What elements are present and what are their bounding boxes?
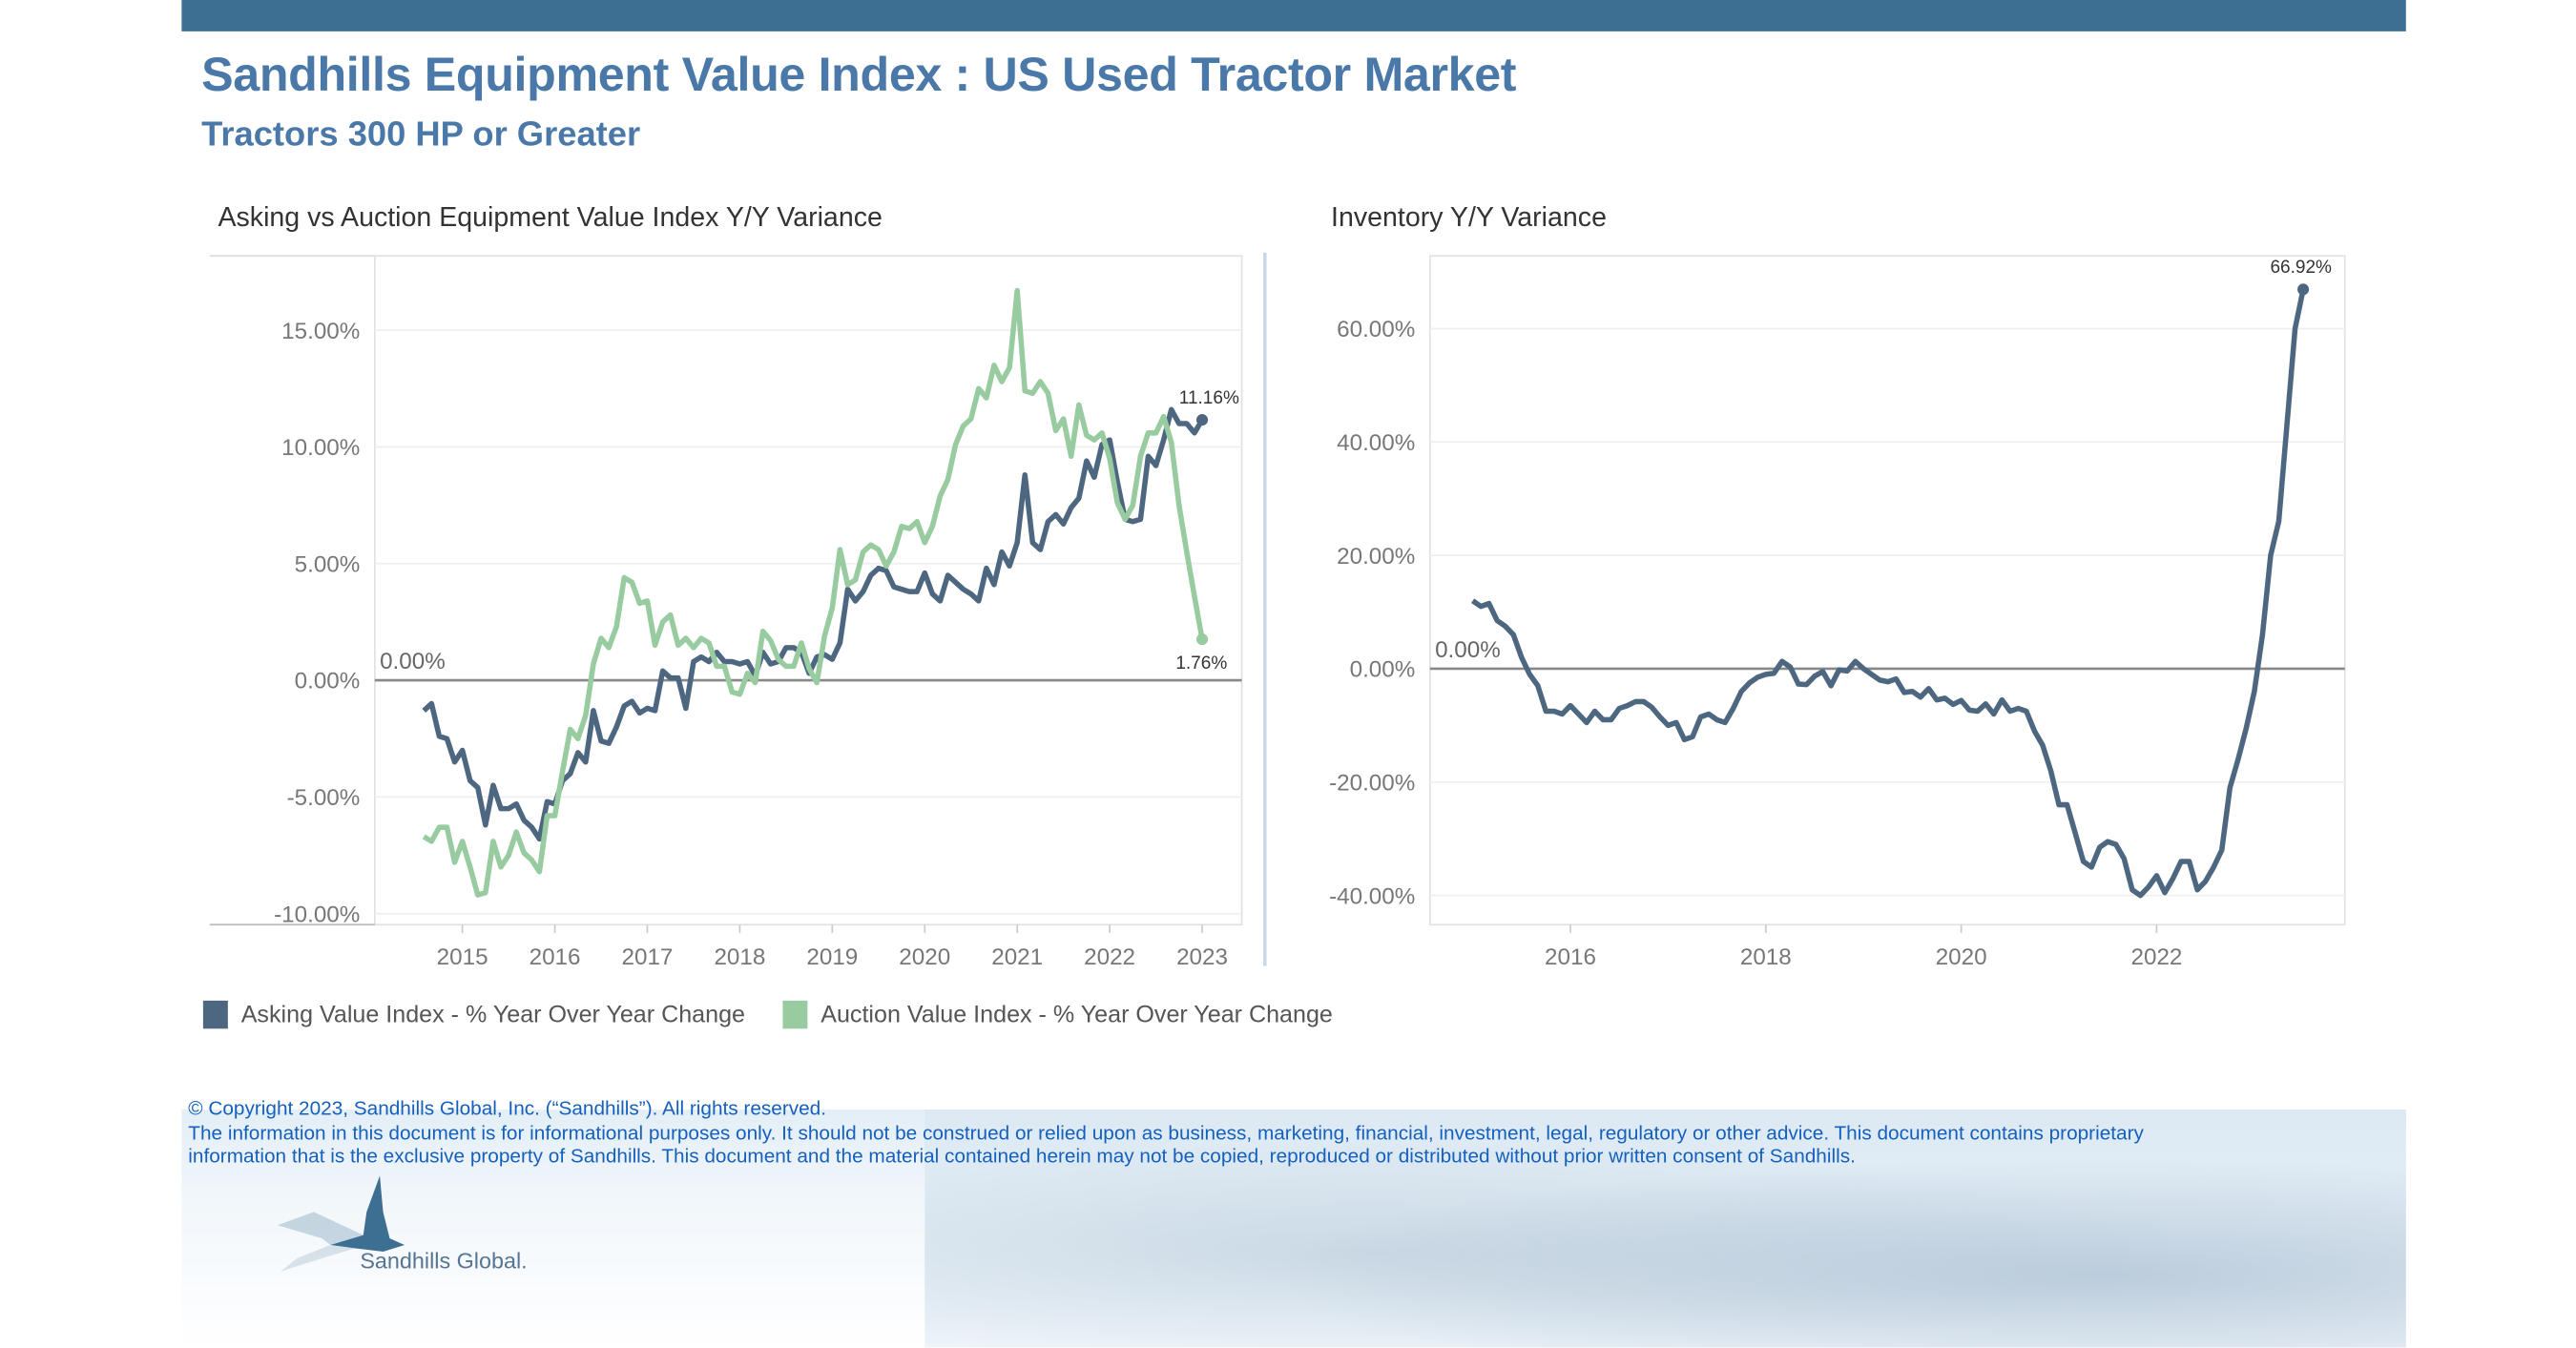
value-index-chart: 15.00% 10.00% 5.00% 0.00% -5.00% -10.00% 2015 2… — [209, 255, 1243, 970]
left-chart-title: Asking vs Auction Equipment Value Index … — [218, 202, 883, 234]
disclaimer-line-2: information that is the exclusive proper… — [188, 1144, 1856, 1168]
x-tick-label: 2015 — [437, 944, 488, 970]
x-tick-label: 2017 — [622, 944, 674, 970]
right-chart-title: Inventory Y/Y Variance — [1331, 202, 1607, 234]
end-value-label: 11.16% — [1179, 388, 1239, 408]
legend-item-auction[interactable]: Auction Value Index - % Year Over Year C… — [782, 1000, 1333, 1029]
page-subtitle: Tractors 300 HP or Greater — [201, 115, 641, 154]
y-tick-label: 0.00% — [1350, 657, 1416, 683]
reference-line-label: 0.00% — [380, 649, 446, 674]
copyright-text: © Copyright 2023, Sandhills Global, Inc.… — [188, 1096, 827, 1120]
y-tick-label: 15.00% — [281, 319, 360, 344]
disclaimer-line-1: The information in this document is for … — [188, 1120, 2144, 1144]
plot-frame — [374, 255, 1243, 926]
y-tick-label: -20.00% — [1329, 770, 1415, 796]
x-tick-label: 2022 — [2131, 944, 2183, 970]
auction-line — [422, 287, 1205, 898]
end-value-label: 1.76% — [1175, 653, 1227, 674]
y-tick-label: 0.00% — [295, 669, 361, 695]
top-banner — [181, 0, 2406, 31]
auction-swatch — [782, 1000, 808, 1029]
y-tick-label: -10.00% — [274, 902, 360, 927]
x-tick-label: 2023 — [1176, 944, 1228, 970]
disclaimer: © Copyright 2023, Sandhills Global, Inc.… — [188, 1096, 2144, 1168]
legend-item-asking[interactable]: Asking Value Index - % Year Over Year Ch… — [202, 1000, 746, 1029]
y-tick-label: -5.00% — [287, 785, 361, 811]
legend-label: Asking Value Index - % Year Over Year Ch… — [240, 1001, 746, 1028]
end-point-marker[interactable] — [1195, 633, 1209, 646]
end-value-label: 66.92% — [2270, 258, 2332, 278]
legend-label: Auction Value Index - % Year Over Year C… — [821, 1001, 1333, 1028]
inventory-chart: 60.00% 40.00% 20.00% 0.00% -20.00% -40.00% 201… — [1329, 255, 2346, 970]
y-tick-label: 40.00% — [1337, 430, 1415, 456]
x-tick-label: 2016 — [1545, 944, 1596, 970]
y-tick-label: 20.00% — [1337, 544, 1415, 570]
farm-equipment-background-image — [924, 1110, 2406, 1348]
page-title: Sandhills Equipment Value Index : US Use… — [201, 49, 1517, 103]
x-tick-label: 2018 — [1740, 944, 1792, 970]
end-point-marker[interactable] — [2297, 283, 2310, 296]
y-tick-label: 60.00% — [1337, 317, 1415, 342]
end-point-marker[interactable] — [1195, 414, 1209, 426]
y-tick-label: 10.00% — [281, 435, 360, 461]
sandhills-logo: Sandhills Global. — [264, 1175, 562, 1284]
inventory-line — [1470, 288, 2306, 899]
x-tick-label: 2021 — [991, 944, 1043, 970]
x-tick-label: 2020 — [899, 944, 950, 970]
x-tick-label: 2020 — [1936, 944, 1987, 970]
x-tick-label: 2022 — [1084, 944, 1135, 970]
x-tick-label: 2018 — [714, 944, 765, 970]
asking-line — [422, 406, 1205, 842]
crane-icon — [277, 1175, 405, 1272]
plot-frame — [1429, 255, 2346, 926]
x-tick-label: 2019 — [806, 944, 858, 970]
logo-text: Sandhills Global. — [360, 1248, 528, 1274]
y-tick-label: 5.00% — [295, 551, 361, 577]
y-tick-label: -40.00% — [1329, 883, 1415, 909]
x-tick-label: 2016 — [530, 944, 581, 970]
asking-swatch — [202, 1000, 228, 1029]
reference-line-label: 0.00% — [1435, 637, 1501, 663]
